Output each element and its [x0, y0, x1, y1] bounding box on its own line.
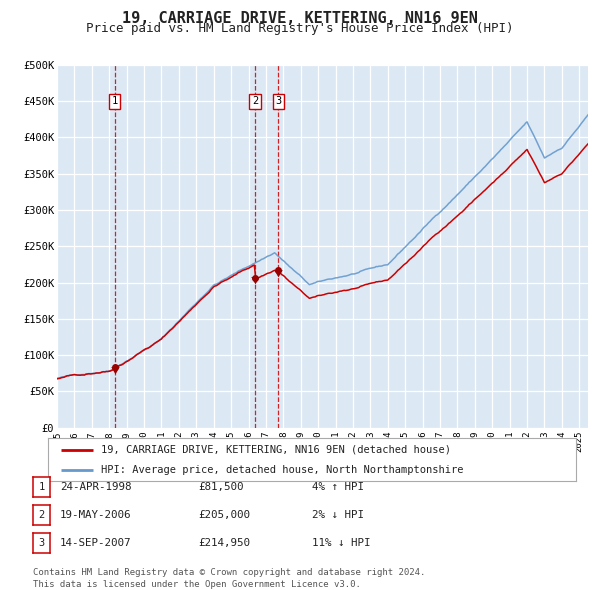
Text: 1: 1	[112, 96, 118, 106]
Text: 2: 2	[38, 510, 44, 520]
Text: 11% ↓ HPI: 11% ↓ HPI	[312, 539, 371, 548]
Text: 14-SEP-2007: 14-SEP-2007	[60, 539, 131, 548]
Text: £205,000: £205,000	[198, 510, 250, 520]
Text: 2% ↓ HPI: 2% ↓ HPI	[312, 510, 364, 520]
Text: £214,950: £214,950	[198, 539, 250, 548]
Text: HPI: Average price, detached house, North Northamptonshire: HPI: Average price, detached house, Nort…	[101, 465, 463, 475]
Text: £81,500: £81,500	[198, 482, 244, 491]
Text: 4% ↑ HPI: 4% ↑ HPI	[312, 482, 364, 491]
Text: Price paid vs. HM Land Registry's House Price Index (HPI): Price paid vs. HM Land Registry's House …	[86, 22, 514, 35]
Text: 19, CARRIAGE DRIVE, KETTERING, NN16 9EN (detached house): 19, CARRIAGE DRIVE, KETTERING, NN16 9EN …	[101, 445, 451, 455]
Text: 3: 3	[275, 96, 281, 106]
Text: 2: 2	[252, 96, 258, 106]
Text: 19, CARRIAGE DRIVE, KETTERING, NN16 9EN: 19, CARRIAGE DRIVE, KETTERING, NN16 9EN	[122, 11, 478, 25]
Text: 1: 1	[38, 482, 44, 491]
Text: 24-APR-1998: 24-APR-1998	[60, 482, 131, 491]
Text: This data is licensed under the Open Government Licence v3.0.: This data is licensed under the Open Gov…	[33, 579, 361, 589]
Text: 3: 3	[38, 539, 44, 548]
Text: 19-MAY-2006: 19-MAY-2006	[60, 510, 131, 520]
Text: Contains HM Land Registry data © Crown copyright and database right 2024.: Contains HM Land Registry data © Crown c…	[33, 568, 425, 577]
